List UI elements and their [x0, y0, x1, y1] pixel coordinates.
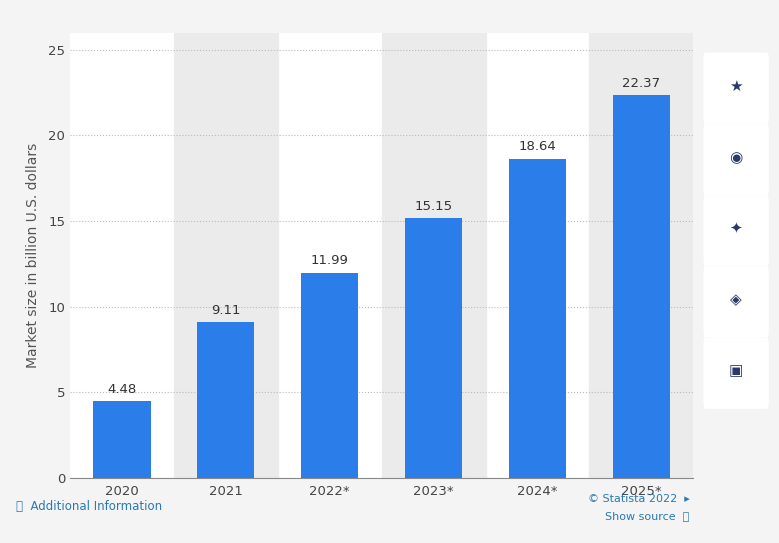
Bar	[405, 218, 462, 478]
Bar	[197, 322, 255, 478]
FancyBboxPatch shape	[703, 53, 769, 124]
Text: ▣: ▣	[729, 363, 743, 378]
Text: 22.37: 22.37	[622, 77, 661, 90]
Text: ◉: ◉	[729, 150, 743, 165]
Text: ✦: ✦	[730, 221, 742, 236]
Text: ⓘ  Additional Information: ⓘ Additional Information	[16, 500, 162, 513]
Text: 4.48: 4.48	[108, 383, 136, 396]
Bar	[301, 273, 358, 478]
Text: ◈: ◈	[730, 292, 742, 307]
Text: © Statista 2022  ▸: © Statista 2022 ▸	[587, 494, 689, 504]
FancyBboxPatch shape	[703, 124, 769, 195]
Text: 9.11: 9.11	[211, 304, 241, 317]
Bar	[613, 94, 670, 478]
FancyBboxPatch shape	[703, 338, 769, 409]
Text: 11.99: 11.99	[311, 254, 349, 267]
Bar	[174, 33, 278, 478]
Text: ★: ★	[729, 79, 743, 93]
Text: 18.64: 18.64	[519, 141, 556, 154]
Y-axis label: Market size in billion U.S. dollars: Market size in billion U.S. dollars	[26, 143, 40, 368]
Bar	[93, 401, 150, 478]
FancyBboxPatch shape	[703, 266, 769, 338]
Bar	[509, 159, 566, 478]
Text: Show source  ⓘ: Show source ⓘ	[605, 512, 689, 521]
Bar	[382, 33, 485, 478]
Text: 15.15: 15.15	[414, 200, 453, 213]
Bar	[590, 33, 693, 478]
FancyBboxPatch shape	[703, 195, 769, 266]
